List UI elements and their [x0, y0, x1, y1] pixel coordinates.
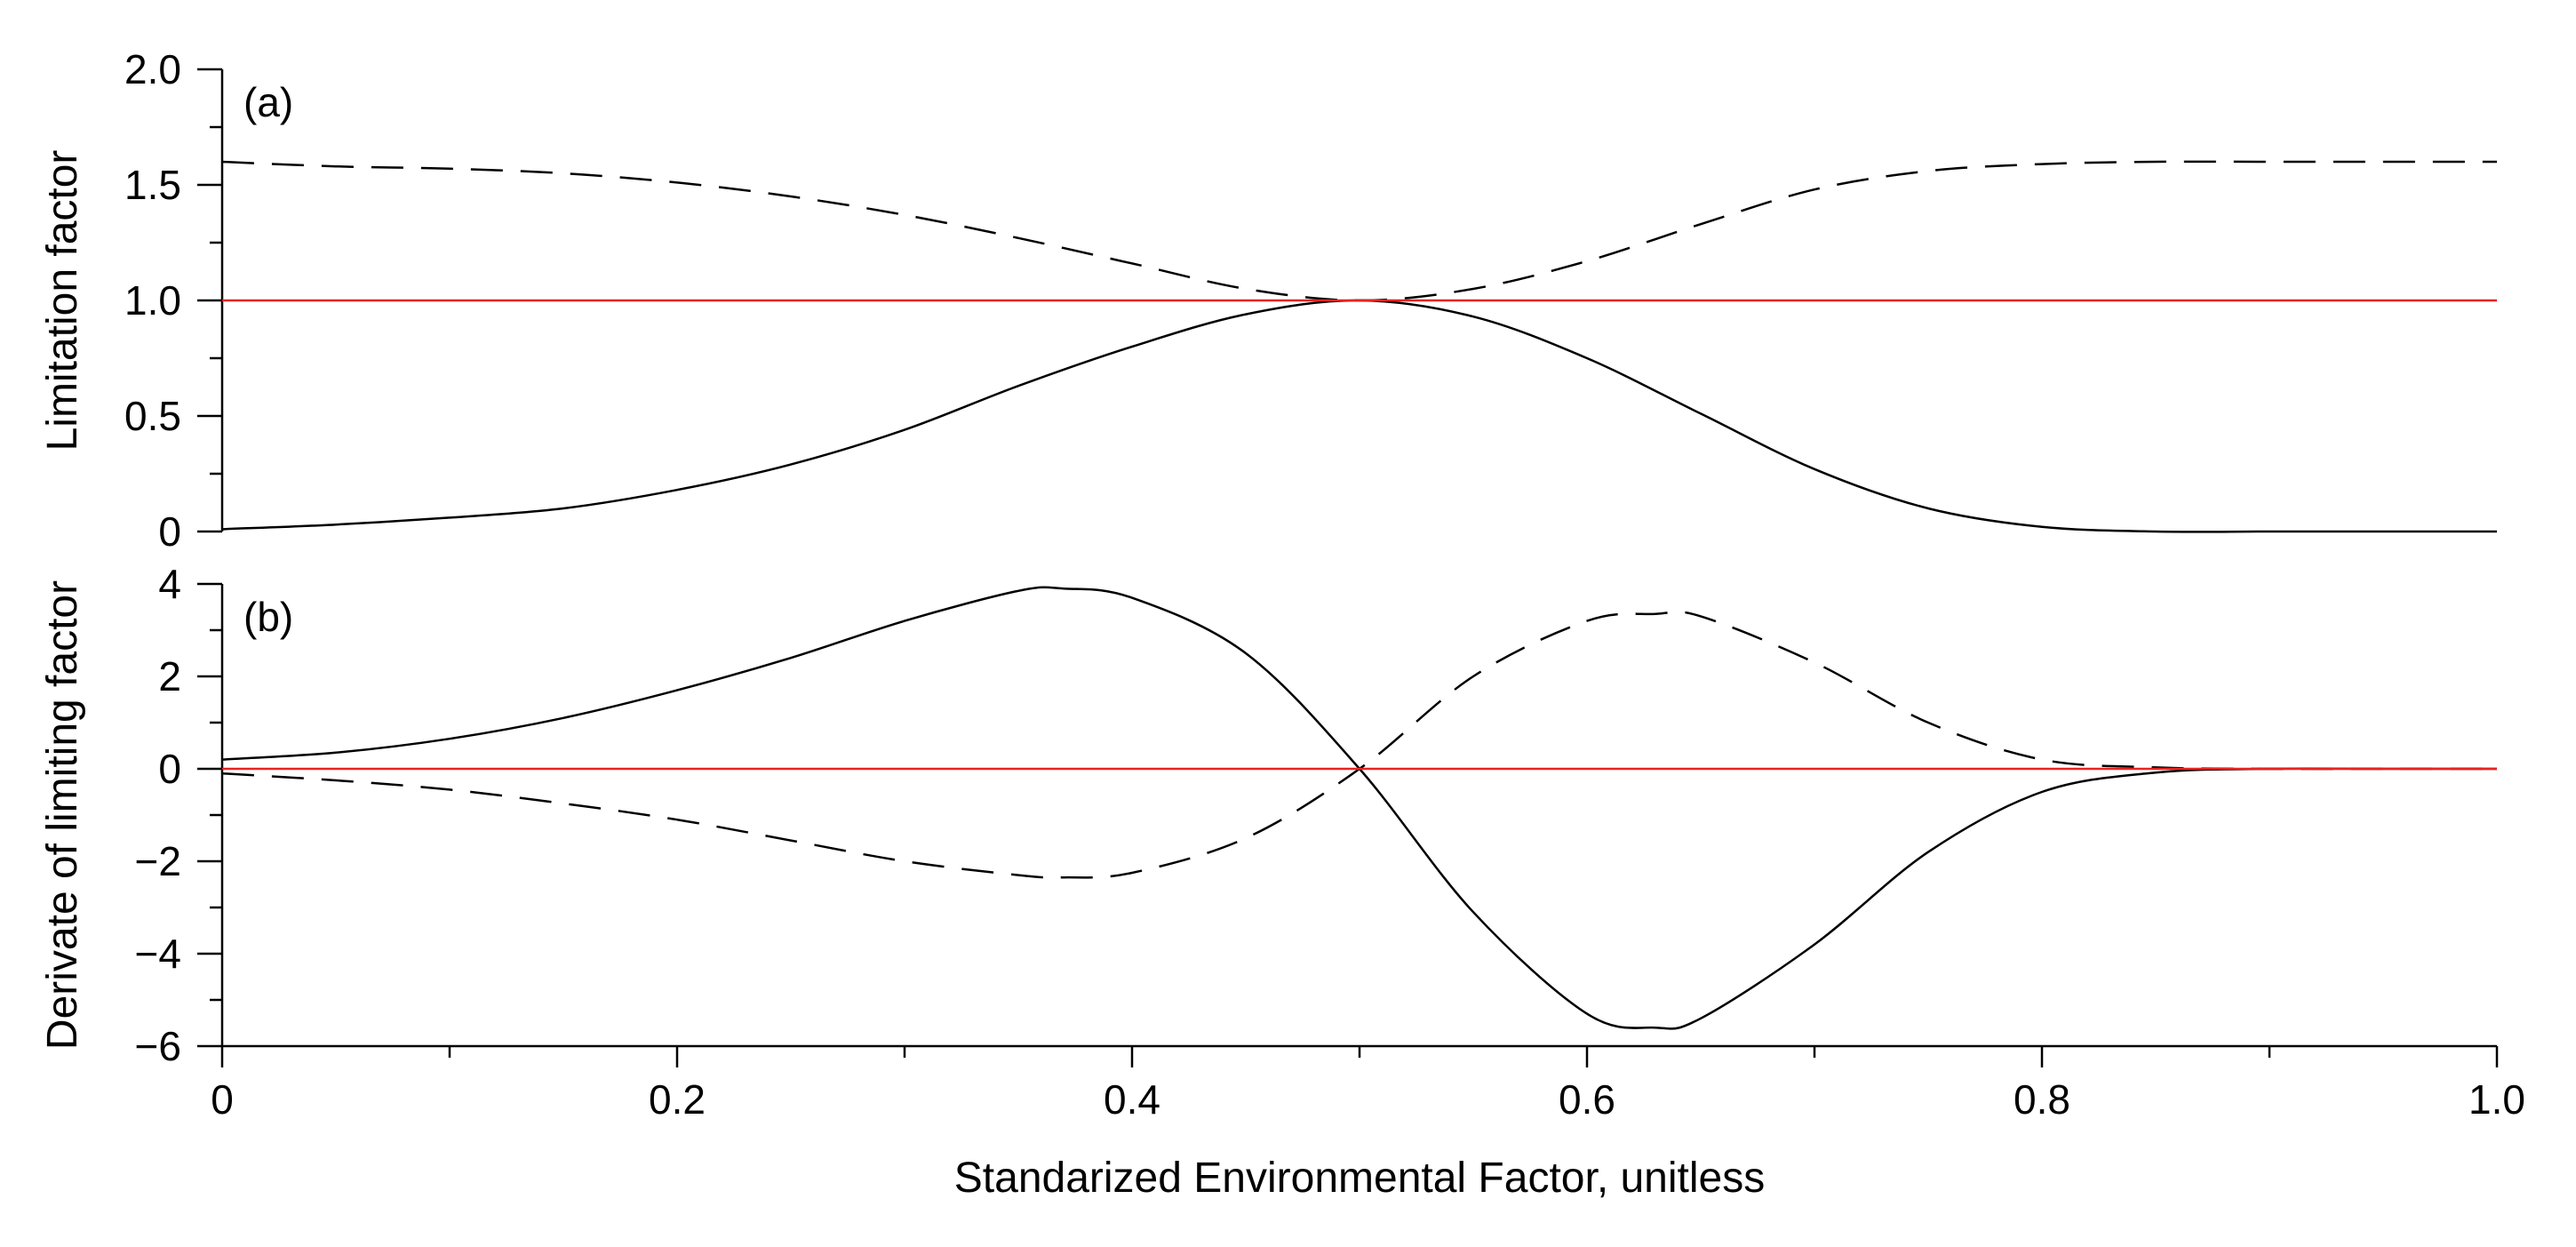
y-axis-title-a: Limitation factor — [39, 150, 86, 452]
y-tick-label-b: −2 — [135, 838, 181, 884]
x-tick-label: 0.4 — [1104, 1076, 1160, 1123]
x-tick-label: 0.8 — [2014, 1076, 2070, 1123]
series-line-derivative-dashed — [221, 611, 2497, 879]
x-tick-label: 0.6 — [1559, 1076, 1615, 1123]
y-tick-label-b: 2 — [158, 653, 181, 699]
x-tick-label: 0.2 — [649, 1076, 706, 1123]
y-tick-label-b: 4 — [158, 561, 181, 607]
y-tick-label-b: −4 — [135, 931, 181, 977]
panel-a: 0 0.5 1.0 1.5 2.0 Limitation factor (a) — [39, 46, 2498, 555]
y-tick-label-b: 0 — [158, 746, 181, 792]
panel-label-a: (a) — [243, 79, 293, 125]
y-tick-label-a: 1.5 — [124, 162, 181, 208]
series-line-limitation-dashed — [221, 160, 2498, 302]
series-line-limitation-solid — [221, 299, 2497, 533]
y-tick-label-a: 0.5 — [124, 393, 181, 439]
y-tick-label-a: 2.0 — [124, 46, 181, 92]
x-tick-label: 0 — [211, 1076, 234, 1123]
y-axis-title-b: Derivate of limiting factor — [39, 580, 86, 1050]
y-tick-label-b: −6 — [135, 1023, 181, 1069]
y-tick-label-a: 0 — [158, 508, 181, 555]
panel-label-b: (b) — [243, 594, 293, 640]
y-tick-label-a: 1.0 — [124, 277, 181, 324]
x-axis-title: Standarized Environmental Factor, unitle… — [954, 1155, 1765, 1202]
series-line-derivative-solid — [221, 586, 2497, 1030]
x-tick-label: 1.0 — [2468, 1076, 2525, 1123]
panel-b: −6 −4 −2 0 2 4 Derivate of limiting factor (b) 0… — [39, 561, 2525, 1123]
